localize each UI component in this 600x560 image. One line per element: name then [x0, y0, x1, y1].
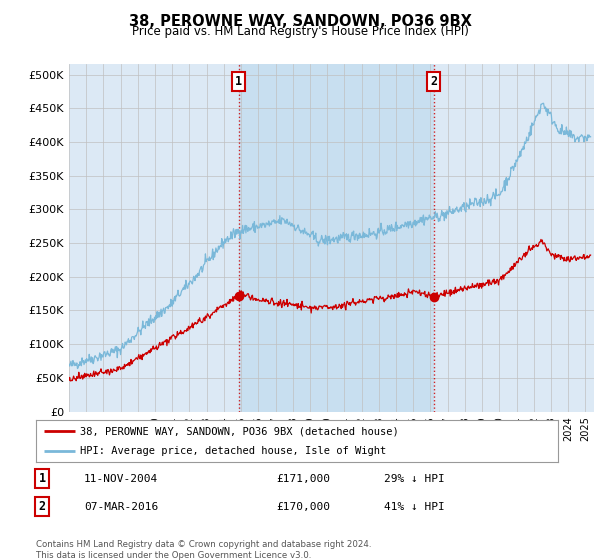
Text: 1: 1 — [235, 74, 242, 88]
Text: £171,000: £171,000 — [276, 474, 330, 484]
Text: 11-NOV-2004: 11-NOV-2004 — [84, 474, 158, 484]
Text: 38, PEROWNE WAY, SANDOWN, PO36 9BX: 38, PEROWNE WAY, SANDOWN, PO36 9BX — [128, 14, 472, 29]
Text: 38, PEROWNE WAY, SANDOWN, PO36 9BX (detached house): 38, PEROWNE WAY, SANDOWN, PO36 9BX (deta… — [80, 426, 399, 436]
Text: 41% ↓ HPI: 41% ↓ HPI — [384, 502, 445, 512]
Text: 07-MAR-2016: 07-MAR-2016 — [84, 502, 158, 512]
Text: 2: 2 — [38, 500, 46, 514]
Text: 29% ↓ HPI: 29% ↓ HPI — [384, 474, 445, 484]
Text: Contains HM Land Registry data © Crown copyright and database right 2024.
This d: Contains HM Land Registry data © Crown c… — [36, 540, 371, 560]
Bar — [239, 64, 434, 412]
Text: HPI: Average price, detached house, Isle of Wight: HPI: Average price, detached house, Isle… — [80, 446, 386, 456]
Text: 1: 1 — [38, 472, 46, 486]
Text: 2: 2 — [430, 74, 437, 88]
Text: £170,000: £170,000 — [276, 502, 330, 512]
Text: Price paid vs. HM Land Registry's House Price Index (HPI): Price paid vs. HM Land Registry's House … — [131, 25, 469, 38]
